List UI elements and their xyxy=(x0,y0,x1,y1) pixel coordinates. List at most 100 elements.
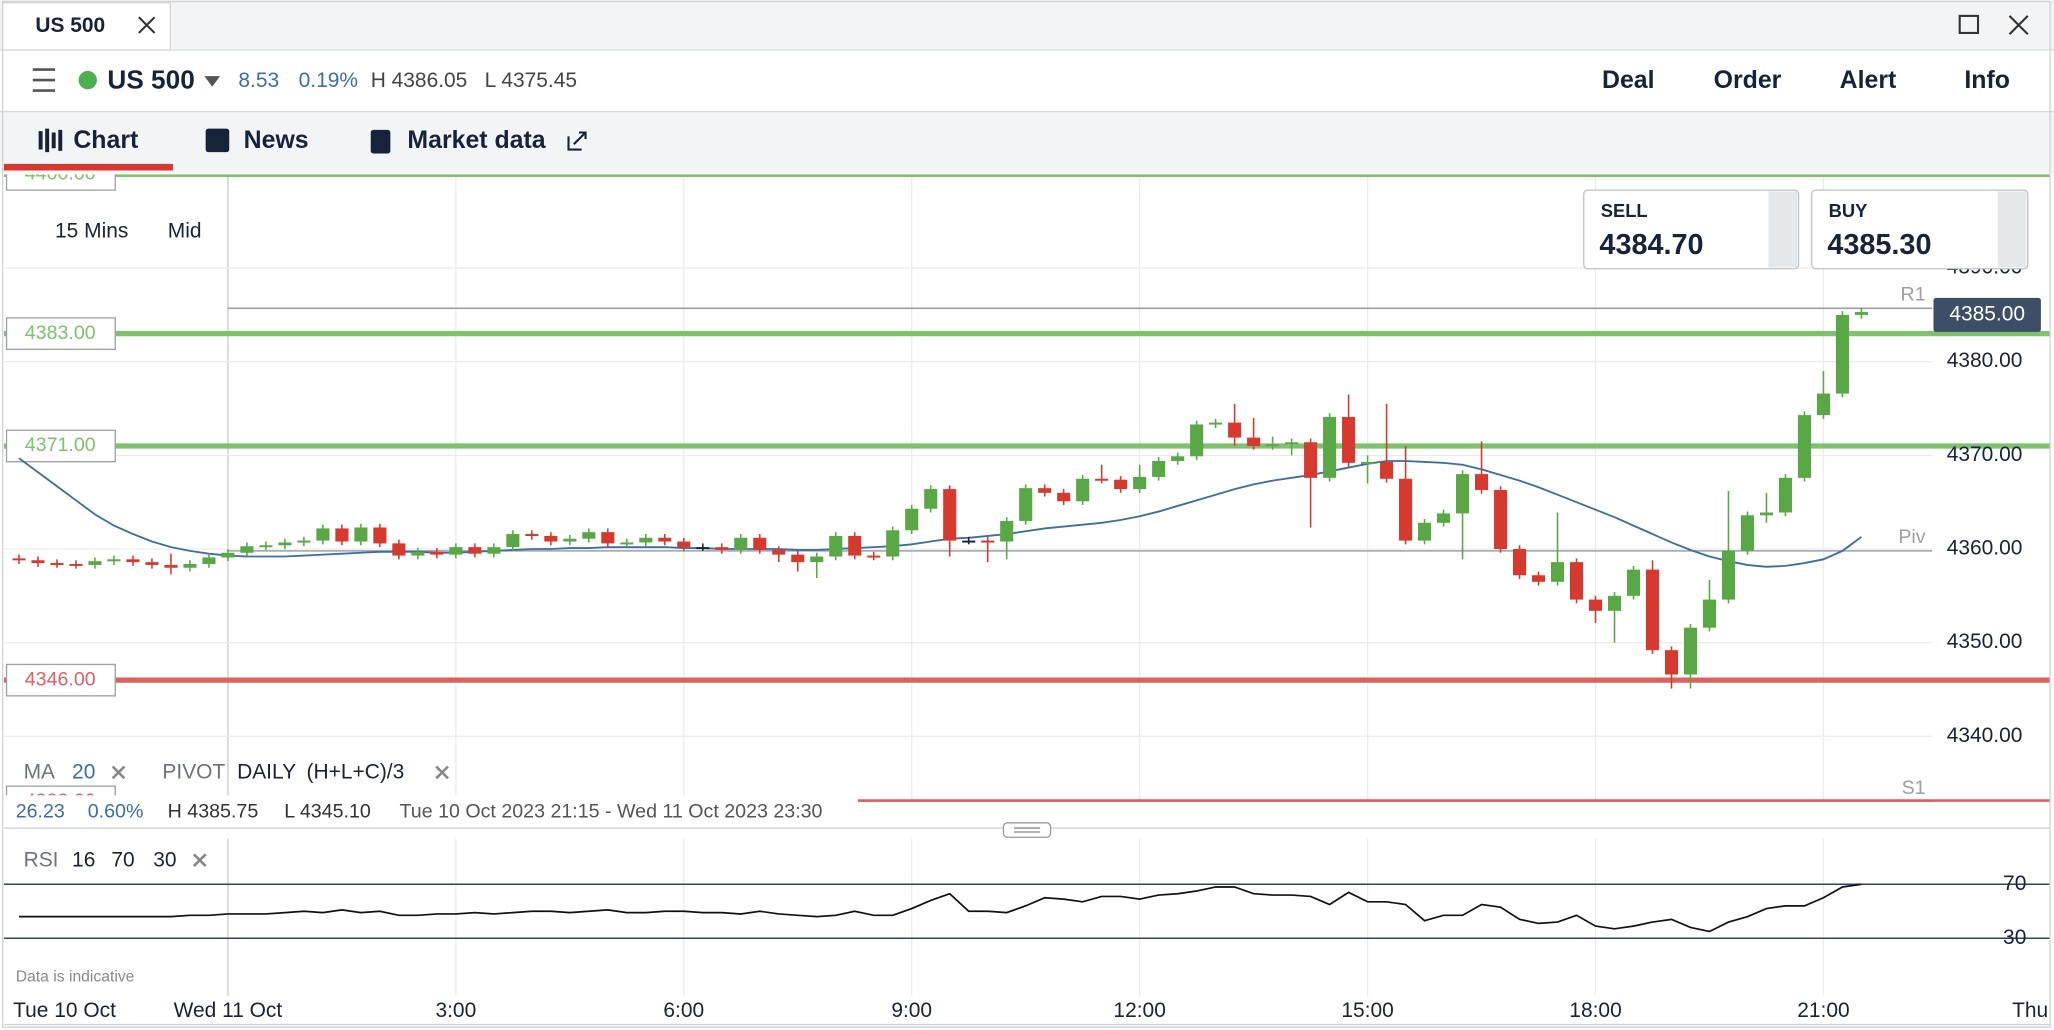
action-button[interactable]: Alert xyxy=(1840,66,1897,94)
candle-body xyxy=(354,527,368,542)
buy-box[interactable]: BUY 4385.30 xyxy=(1811,189,2029,270)
nav-tab[interactable]: News xyxy=(244,126,309,154)
candle-body xyxy=(943,489,957,541)
candle-body xyxy=(278,542,292,546)
candle-body xyxy=(810,556,824,563)
price-type[interactable]: Mid xyxy=(168,220,202,243)
candle-body xyxy=(1759,512,1774,516)
sell-panel[interactable] xyxy=(1583,189,1800,270)
level-tag xyxy=(5,663,116,697)
pivot-label: R1 xyxy=(1901,283,1926,305)
level-tag xyxy=(5,174,116,191)
candle-body xyxy=(1835,314,1849,394)
pivot-label: S1 xyxy=(1902,777,1926,799)
current-price-tag xyxy=(1933,297,2041,332)
candle-body xyxy=(1076,478,1090,502)
rsi-line xyxy=(18,883,1862,933)
level-label: 4383.00 xyxy=(25,322,96,344)
market-data-icon xyxy=(370,129,391,154)
candle-body xyxy=(1057,492,1071,502)
candle-body xyxy=(259,545,273,548)
instrument[interactable]: US 500 xyxy=(107,64,194,94)
y-tick-label: 4340.00 xyxy=(1947,724,2023,747)
candle-body xyxy=(677,541,691,548)
sell-shade xyxy=(1768,191,1798,268)
candle-body xyxy=(1550,562,1565,582)
candle-body xyxy=(1114,479,1128,490)
candle-body xyxy=(12,558,26,561)
window-tab[interactable] xyxy=(1,2,171,51)
candle-body xyxy=(1456,474,1470,514)
remove-pivot[interactable] xyxy=(435,765,449,780)
candle-body xyxy=(1418,522,1432,541)
ma-label: MA xyxy=(24,761,55,784)
remove-rsi[interactable] xyxy=(192,853,207,867)
remove-ma[interactable] xyxy=(111,765,126,780)
candle-body xyxy=(1721,550,1736,600)
x-tick-label: 15:00 xyxy=(1341,999,1393,1022)
x-tick-label: 9:00 xyxy=(891,999,932,1022)
candle-body xyxy=(867,555,881,558)
candle-body xyxy=(1437,513,1451,523)
pivot-formula: (H+L+C)/3 xyxy=(307,761,405,784)
action-button[interactable]: Deal xyxy=(1602,66,1655,94)
rsi-label: RSI xyxy=(24,848,59,871)
action-button[interactable]: Order xyxy=(1714,66,1782,94)
candle-body xyxy=(1171,456,1185,461)
candle-body xyxy=(886,530,900,557)
x-tick-label: 21:00 xyxy=(1797,999,1849,1022)
stat: H 4385.75 xyxy=(168,801,259,823)
sell-label: SELL xyxy=(1601,200,1648,221)
candle-body xyxy=(1569,562,1584,600)
candle-body xyxy=(1702,599,1717,628)
x-tick-label: Tue 10 Oct xyxy=(13,999,116,1022)
maximize[interactable] xyxy=(1958,14,1980,34)
candle-body xyxy=(525,534,539,537)
candle-body xyxy=(1854,312,1868,315)
status-dot xyxy=(78,70,97,90)
sell-box[interactable]: SELL 4384.70 xyxy=(1583,189,1800,270)
nav-tab[interactable]: Chart xyxy=(73,126,138,154)
resize-grip xyxy=(1013,827,1041,833)
resize-handle[interactable] xyxy=(1002,822,1052,838)
candle-body xyxy=(1019,488,1033,521)
candle-body xyxy=(506,534,520,548)
candle-body xyxy=(1380,461,1394,479)
external-link-icon[interactable] xyxy=(567,131,587,151)
nav-tab[interactable]: Market data xyxy=(407,126,545,154)
candle-body xyxy=(69,564,83,566)
y-tick-label: 4380.00 xyxy=(1947,349,2023,372)
close-window[interactable] xyxy=(2008,15,2029,35)
nav-bar xyxy=(0,111,2054,174)
candle-body xyxy=(772,549,786,555)
dropdown-caret[interactable] xyxy=(204,76,221,87)
candle-body xyxy=(1247,437,1261,447)
candle-body xyxy=(392,543,406,556)
session-low: L 4375.45 xyxy=(485,69,577,92)
candle-body xyxy=(126,559,140,563)
close-tab[interactable] xyxy=(138,16,156,34)
candle-body xyxy=(487,547,501,554)
candle-body xyxy=(31,560,45,564)
y-tick-label: 4350.00 xyxy=(1947,630,2023,653)
candle-body xyxy=(905,508,919,531)
action-button[interactable]: Info xyxy=(1964,66,2010,94)
candle-body xyxy=(107,559,121,562)
candle-body xyxy=(468,547,482,554)
candle-body xyxy=(829,535,843,557)
interval[interactable]: 15 Mins xyxy=(55,220,128,243)
candle-body xyxy=(924,489,938,509)
rsi-param: 70 xyxy=(111,848,134,871)
candle-body xyxy=(221,552,235,558)
menu-icon[interactable] xyxy=(32,68,56,92)
y-tick-label: 4360.00 xyxy=(1947,537,2023,560)
x-tick-label: Thu xyxy=(2012,999,2048,1022)
candle-body xyxy=(1512,549,1527,576)
candle-body xyxy=(1399,478,1413,541)
buy-panel[interactable] xyxy=(1811,189,2029,270)
level-label: 4346.00 xyxy=(25,668,96,690)
change: 8.53 xyxy=(238,69,279,92)
